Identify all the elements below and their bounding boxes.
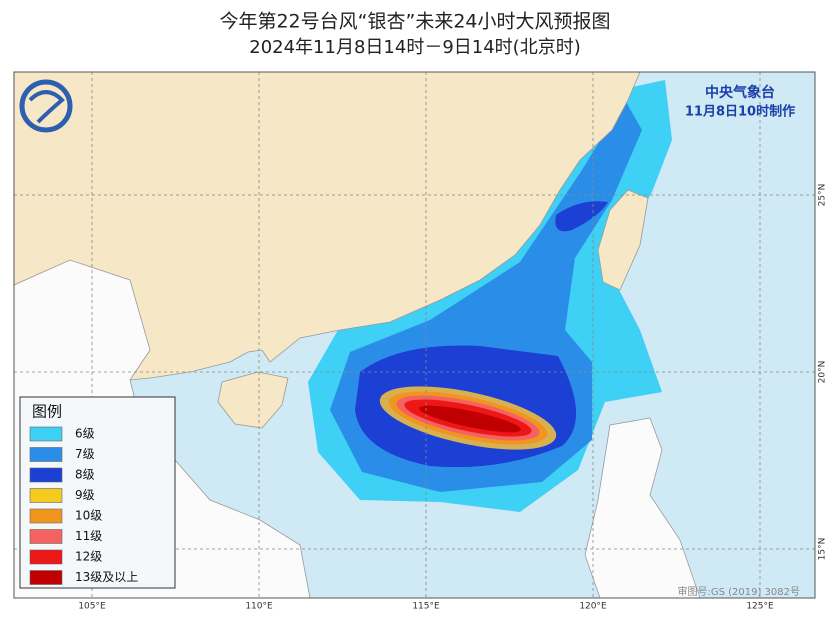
legend-swatch — [29, 447, 63, 462]
legend-label: 7级 — [75, 447, 95, 461]
legend-swatch — [29, 570, 63, 585]
legend-swatch — [29, 549, 63, 565]
lat-label: 20°N — [818, 361, 828, 384]
legend-swatch — [29, 529, 63, 544]
land-china — [14, 72, 641, 381]
logo — [19, 79, 73, 133]
legend: 6级 7级 8级 9级 10级 11级 12级 13级及以上 — [29, 426, 138, 585]
lon-label: 110°E — [245, 602, 273, 612]
agency: 中央气象台 — [705, 84, 775, 101]
legend-title: 图例 — [32, 403, 62, 421]
lon-label: 120°E — [579, 602, 607, 612]
legend-label: 9级 — [75, 488, 95, 502]
subtitle: 2024年11月8日14时－9日14时(北京时) — [249, 37, 580, 58]
legend-swatch — [29, 508, 63, 524]
lon-label: 105°E — [78, 602, 106, 612]
legend-swatch — [29, 488, 63, 503]
axis-labels: 105°E 110°E 115°E 120°E 125°E 25°N 20°N 15°N — [78, 184, 827, 612]
lat-label: 25°N — [818, 184, 828, 207]
copyright: 审图号:GS (2019) 3082号 — [677, 585, 800, 598]
wind-zone-8 — [555, 201, 608, 232]
issue-time: 11月8日10时制作 — [685, 104, 795, 120]
legend-swatch — [29, 467, 63, 483]
lon-label: 125°E — [746, 602, 774, 612]
land-philippines — [584, 417, 701, 598]
legend-swatch — [29, 426, 63, 442]
lat-label: 15°N — [818, 538, 828, 561]
legend-label: 13级及以上 — [75, 570, 138, 584]
land-taiwan — [597, 189, 649, 291]
legend-label: 11级 — [75, 529, 102, 543]
map-frame — [13, 71, 816, 599]
lon-label: 115°E — [412, 602, 440, 612]
title: 今年第22号台风“银杏”未来24小时大风预报图 — [219, 11, 610, 33]
legend-label: 10级 — [75, 509, 102, 523]
legend-label: 12级 — [75, 550, 102, 564]
legend-label: 6级 — [75, 427, 95, 441]
legend-label: 8级 — [75, 468, 95, 482]
land-hainan — [217, 371, 289, 429]
wind-zone-13 — [419, 405, 521, 433]
